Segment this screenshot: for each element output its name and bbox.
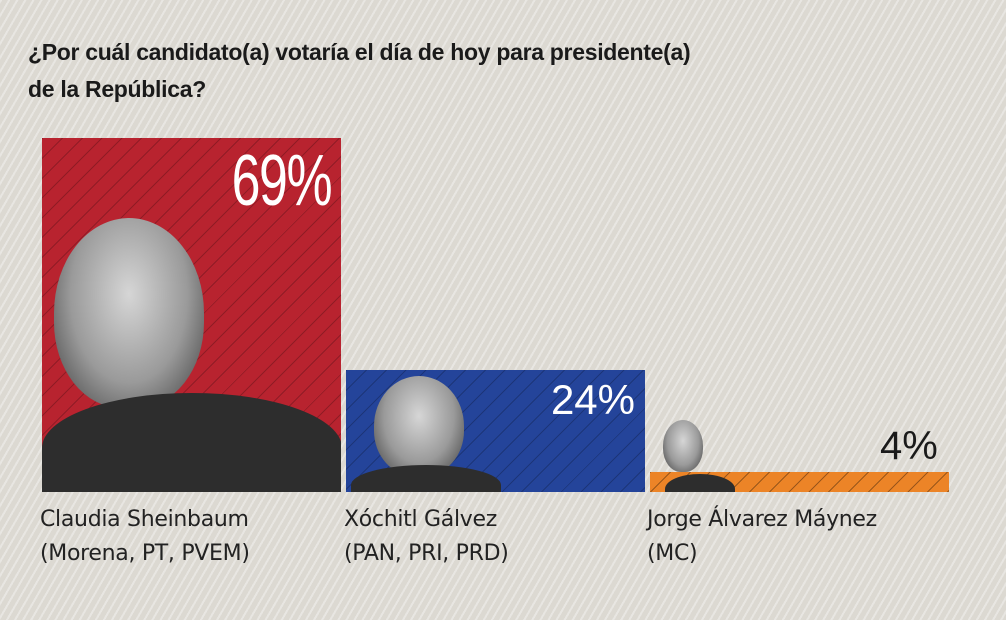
bar-sheinbaum: 69% (42, 138, 341, 492)
candidate-photo-maynez (663, 420, 703, 472)
bar-galvez: 24% (346, 370, 645, 492)
candidate-body-sheinbaum (42, 393, 341, 492)
chart-title: ¿Por cuál candidato(a) votaría el día de… (28, 34, 928, 108)
candidate-body-galvez (351, 465, 501, 492)
category-label-galvez: Xóchitl Gálvez (PAN, PRI, PRD) (344, 507, 509, 566)
category-label-sheinbaum: Claudia Sheinbaum (Morena, PT, PVEM) (40, 507, 250, 566)
value-label-galvez: 24% (550, 376, 635, 423)
title-line-1: ¿Por cuál candidato(a) votaría el día de… (28, 39, 691, 65)
category-label-maynez: Jorge Álvarez Máynez (MC) (647, 507, 877, 566)
value-label-maynez: 4% (880, 424, 938, 468)
candidate-photo-sheinbaum (54, 218, 204, 408)
value-label-sheinbaum: 69% (231, 141, 333, 221)
candidate-photo-galvez (374, 376, 464, 476)
bar-maynez (650, 472, 949, 492)
title-line-2: de la República? (28, 76, 206, 102)
